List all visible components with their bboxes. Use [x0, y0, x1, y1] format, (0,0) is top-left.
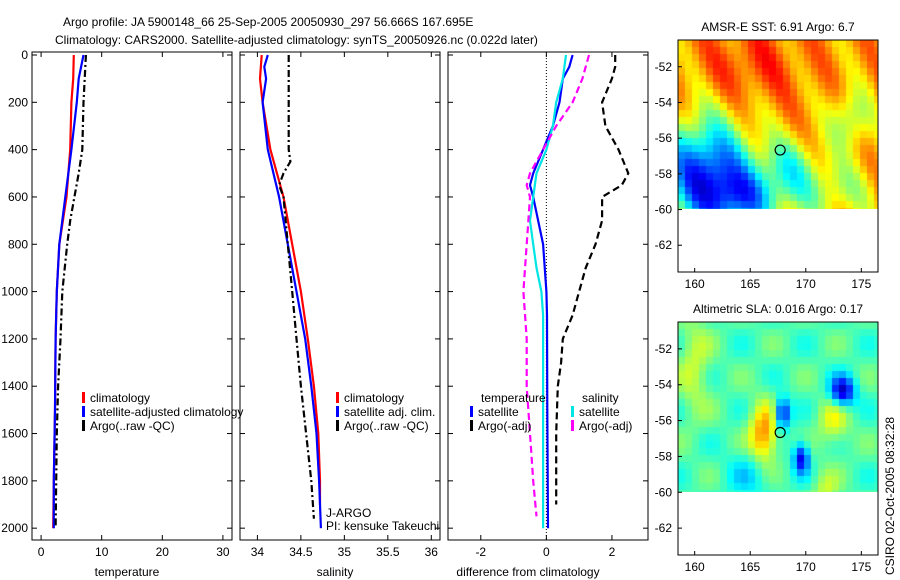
y-tick-label: 600	[8, 190, 28, 204]
sla-map-image	[678, 322, 878, 492]
legend-label: Argo(-adj)	[478, 419, 531, 433]
series-line-temperature-argo-adj-	[555, 55, 630, 505]
series-line-salinity-satellite	[528, 54, 568, 529]
legend-swatch	[470, 406, 473, 417]
x-axis-label: difference from climatology	[456, 565, 599, 579]
legend-label: satellite	[478, 405, 519, 419]
y-tick-label: 1200	[1, 332, 28, 346]
x-tick-label: 36	[425, 545, 439, 559]
map-x-tick-label: 165	[740, 560, 760, 574]
map-x-tick-label: 160	[685, 560, 705, 574]
x-tick-label: 0	[543, 545, 550, 559]
x-axis-label: temperature	[95, 565, 160, 579]
legend-swatch	[336, 420, 339, 431]
y-tick-label: 0	[21, 48, 28, 62]
legend-swatch	[571, 406, 574, 417]
argo-position-marker	[774, 426, 786, 439]
legend-label: Argo(-adj)	[579, 419, 632, 433]
map-x-tick-label: 175	[851, 277, 871, 291]
map-y-tick-label: -54	[655, 95, 673, 109]
legend-swatch	[470, 420, 473, 431]
x-tick-label: 35.5	[376, 545, 400, 559]
x-tick-label: 35	[338, 545, 352, 559]
legend-label: climatology	[344, 391, 404, 405]
map-frame-sst	[677, 39, 879, 273]
legend-heading-salinity: salinity	[582, 391, 619, 405]
y-tick-label: 1800	[1, 474, 28, 488]
series-line-temperature-satellite	[528, 54, 574, 529]
plot-frame-temperature	[31, 51, 233, 541]
side-stamp: CSIRO 02-Oct-2005 08:32:28	[883, 417, 897, 575]
map-x-tick-label: 170	[796, 560, 816, 574]
y-tick-label: 200	[8, 95, 28, 109]
map-title-sla: Altimetric SLA: 0.016 Argo: 0.17	[693, 302, 863, 316]
series-line-satellite-adj-clim-	[261, 54, 322, 529]
legend-swatch	[571, 420, 574, 431]
map-y-tick-label: -62	[655, 521, 673, 535]
series-line-argo-raw-qc-	[54, 54, 87, 529]
map-title-sst: AMSR-E SST: 6.91 Argo: 6.7	[701, 20, 855, 34]
sst-map-image	[678, 40, 878, 209]
x-tick-label: 10	[95, 545, 109, 559]
y-tick-label: 800	[8, 237, 28, 251]
map-x-tick-label: 165	[740, 277, 760, 291]
map-y-tick-label: -52	[655, 60, 673, 74]
x-tick-label: 2	[609, 545, 616, 559]
x-tick-label: 34.5	[289, 545, 313, 559]
map-y-tick-label: -60	[655, 485, 673, 499]
pi-name: PI: kensuke Takeuchi	[326, 519, 439, 533]
figure-title-line1: Argo profile: JA 5900148_66 25-Sep-2005 …	[63, 15, 473, 29]
map-y-tick-label: -56	[655, 414, 673, 428]
y-tick-label: 1000	[1, 285, 28, 299]
map-y-tick-label: -62	[655, 238, 673, 252]
figure-title-line2: Climatology: CARS2000. Satellite-adjuste…	[55, 33, 538, 47]
argo-position-marker	[774, 144, 786, 156]
legend-swatch	[82, 420, 85, 431]
map-frame-sla	[677, 321, 879, 556]
map-y-tick-label: -56	[655, 131, 673, 145]
map-y-tick-label: -54	[655, 378, 673, 392]
map-x-tick-label: 175	[851, 560, 871, 574]
x-tick-label: -2	[475, 545, 486, 559]
y-tick-label: 400	[8, 143, 28, 157]
legend-swatch	[336, 406, 339, 417]
series-line-salinity-argo-adj-	[522, 54, 591, 517]
legend-swatch	[336, 392, 339, 403]
x-tick-label: 30	[216, 545, 230, 559]
legend-label: Argo(..raw -QC)	[344, 419, 429, 433]
legend-label: satellite	[579, 405, 620, 419]
legend-label: Argo(..raw -QC)	[90, 419, 175, 433]
legend-label: climatology	[90, 391, 150, 405]
x-tick-label: 34	[251, 545, 265, 559]
y-tick-label: 2000	[1, 521, 28, 535]
legend-label: satellite adj. clim.	[344, 405, 435, 419]
map-y-tick-label: -52	[655, 342, 673, 356]
map-y-tick-label: -58	[655, 167, 673, 181]
map-y-tick-label: -58	[655, 449, 673, 463]
map-y-tick-label: -60	[655, 203, 673, 217]
plot-frame-salinity	[239, 51, 441, 541]
plot-frame-difference	[447, 51, 649, 541]
legend-heading-temperature: temperature	[481, 391, 546, 405]
y-tick-label: 1600	[1, 427, 28, 441]
series-line-argo-raw-qc-	[277, 55, 315, 519]
series-line-satellite-adjusted-climatology	[52, 54, 85, 529]
legend-swatch	[82, 406, 85, 417]
map-x-tick-label: 170	[796, 277, 816, 291]
pi-program: J-ARGO	[326, 506, 371, 520]
map-x-tick-label: 160	[685, 277, 705, 291]
legend-label: satellite-adjusted climatology	[90, 405, 243, 419]
x-tick-label: 0	[38, 545, 45, 559]
y-tick-label: 1400	[1, 379, 28, 393]
x-tick-label: 20	[156, 545, 170, 559]
x-axis-label: salinity	[317, 565, 354, 579]
legend-swatch	[82, 392, 85, 403]
